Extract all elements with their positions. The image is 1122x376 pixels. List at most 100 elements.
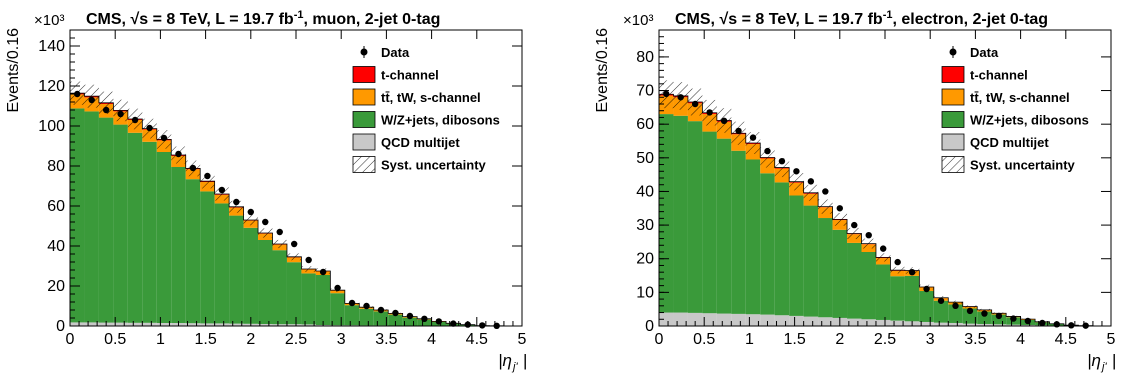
data-point-2 (88, 96, 95, 104)
legend-swatch (352, 111, 376, 128)
x-tick-label: 4.5 (466, 331, 488, 348)
data-point-1 (663, 90, 670, 98)
data-point-5 (720, 117, 728, 125)
data-point-15 (865, 231, 872, 239)
bar-2-25 (417, 319, 432, 326)
y-tick-label: 20 (636, 251, 654, 268)
data-point-21 (952, 302, 959, 310)
bar-1-25 (1006, 324, 1021, 326)
x-axis-title-bar: | (523, 351, 527, 370)
x-tick-label: 1.5 (194, 331, 216, 348)
y-tick-label: 30 (636, 217, 654, 234)
bar-1-15 (861, 319, 876, 326)
x-tick-label: 5 (518, 331, 527, 348)
bar-1-8 (760, 314, 775, 326)
bar-1-9 (185, 323, 201, 326)
bar-1-7 (745, 314, 761, 326)
plot-area (69, 81, 505, 329)
x-tick-label: 3 (337, 331, 346, 348)
bar-1-14 (847, 318, 862, 326)
x-axis: 0 0.5 1 1.5 2 2.5 3 3.5 4 4.5 5 (66, 30, 527, 348)
legend: Data t-channel tt̄, tW, s-channel W/Z+jets,… (941, 45, 1089, 173)
x-tick-label: 3.5 (964, 331, 986, 348)
x-tick-label: 2.5 (285, 331, 307, 348)
bar-2-16 (286, 262, 302, 325)
bar-2-10 (789, 195, 804, 316)
bar-2-10 (200, 191, 215, 324)
data-point-14 (262, 218, 269, 226)
y-tick-label: 70 (636, 83, 654, 100)
legend: Data t-channel tt̄, tW, s-channel W/Z+jets,… (352, 45, 500, 173)
x-tick-label: 0.5 (693, 331, 715, 348)
bar-1-11 (803, 316, 819, 326)
data-point-14 (851, 221, 858, 229)
y-tick-label: 20 (47, 278, 65, 295)
data-point-11 (218, 186, 226, 194)
data-point-29 (1068, 322, 1075, 329)
x-axis: 0 0.5 1 1.5 2 2.5 3 3.5 4 4.5 5 (655, 30, 1116, 348)
bar-2-16 (875, 264, 891, 320)
data-point-27 (450, 320, 457, 327)
chart-title: CMS, √s = 8 TeV, L = 19.7 fb-1, muon, 2-… (86, 9, 440, 28)
legend-label: W/Z+jets, dibosons (381, 113, 500, 128)
series-w-z-jets-dibosons (70, 108, 504, 326)
bar-2-18 (315, 275, 331, 325)
bar-2-8 (171, 167, 186, 323)
bar-2-23 (977, 311, 992, 324)
y-tick-label: 120 (38, 78, 65, 95)
data-point-9 (778, 157, 786, 165)
legend-label: t-channel (970, 68, 1028, 83)
legend-swatch-hatch (941, 156, 965, 173)
bar-1-9 (774, 315, 790, 326)
bar-2-14 (847, 242, 862, 319)
bar-1-12 (818, 317, 833, 326)
bar-1-24 (991, 324, 1007, 326)
bar-2-8 (760, 173, 775, 315)
bar-2-12 (818, 218, 833, 318)
bar-1-3 (687, 312, 703, 326)
legend-label: Syst. uncertainty (970, 158, 1076, 173)
data-point-19 (334, 284, 341, 292)
legend-swatch (352, 88, 376, 106)
data-point-3 (102, 106, 110, 114)
bar-2-21 (359, 308, 374, 326)
data-point-24 (995, 312, 1003, 320)
series-w-z-jets-dibosons (659, 114, 1093, 326)
legend-swatch (352, 133, 376, 151)
bar-2-2 (84, 111, 99, 323)
data-point-27 (1039, 319, 1046, 327)
bar-1-6 (142, 322, 157, 326)
y-axis-title: Events/0.16 (5, 28, 22, 113)
data-point-5 (131, 116, 139, 124)
data-points (74, 90, 500, 329)
bar-2-19 (330, 293, 345, 326)
bar-1-16 (875, 319, 891, 326)
y-exponent-label: ×10³ (623, 12, 653, 29)
bar-1-15 (272, 324, 287, 326)
x-tick-label: 4 (427, 331, 436, 348)
legend-swatch (941, 111, 965, 128)
x-tick-label: 1 (745, 331, 754, 348)
data-point-11 (807, 178, 815, 185)
legend-label: tt̄, tW, s-channel (381, 90, 481, 105)
bar-2-9 (185, 179, 201, 324)
bar-1-10 (789, 315, 804, 326)
y-tick-label: 140 (38, 38, 65, 55)
bar-2-20 (344, 305, 360, 326)
bar-2-13 (832, 229, 848, 318)
y-exponent-label: ×10³ (34, 12, 64, 29)
y-tick-label: 10 (636, 284, 654, 301)
bar-2-22 (962, 308, 978, 324)
data-point-4 (706, 109, 713, 116)
bar-2-4 (113, 124, 128, 323)
bar-2-11 (803, 205, 819, 317)
chart-panel-2: 0 0.5 1 1.5 2 2.5 3 3.5 4 4.5 501020304050607080Ev… (594, 9, 1116, 373)
x-tick-label: 2 (246, 331, 255, 348)
bar-2-23 (388, 314, 403, 326)
x-axis-title-sub: j' (1100, 361, 1107, 373)
x-tick-label: 4 (1016, 331, 1025, 348)
bar-2-24 (402, 317, 418, 326)
legend-swatch (941, 66, 965, 83)
data-point-25 (1010, 315, 1017, 322)
